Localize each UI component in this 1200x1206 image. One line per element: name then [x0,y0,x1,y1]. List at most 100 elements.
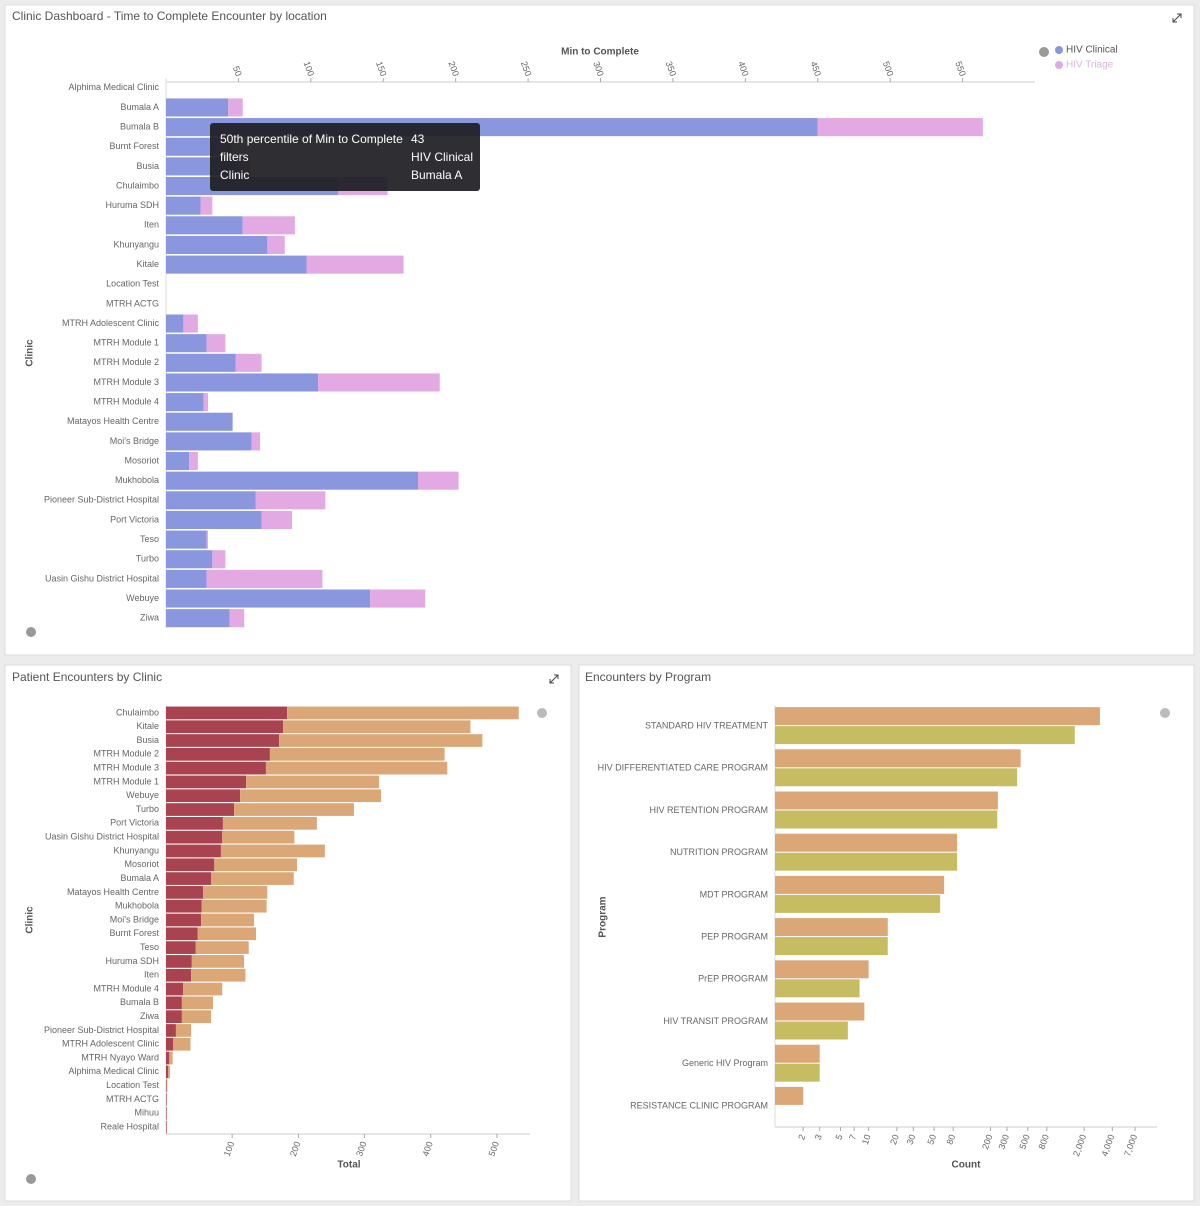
bar [166,830,223,844]
y-axis-title: Clinic [25,339,36,367]
y-tick-label: Burnt Forest [109,141,159,151]
tooltip-text: Clinic [220,168,249,182]
bar [166,353,236,372]
bar [166,720,284,734]
collapse-icon[interactable] [26,1174,36,1184]
bar [775,937,888,956]
bar [166,1120,167,1134]
bar [222,830,295,844]
y-tick-label: PEP PROGRAM [701,931,768,941]
y-tick-label: Busia [136,735,159,745]
y-tick-label: MTRH ACTG [106,1094,159,1104]
expand-icon[interactable] [549,674,559,684]
bar [166,1079,168,1093]
y-tick-label: Ziwa [140,1011,159,1021]
y-tick-label: Iten [144,220,159,230]
bar [189,452,198,471]
y-tick-label: PrEP PROGRAM [698,974,768,984]
bar [166,789,241,803]
x-tick-label: 800 [1036,1133,1051,1151]
tooltip: 50th percentile of Min to Complete 43 fi… [210,123,480,191]
bar [191,955,245,968]
x-tick-label: 300 [997,1133,1012,1151]
legend-toggle[interactable] [537,708,547,718]
y-tick-label: NUTRITION PROGRAM [670,847,768,857]
bar [269,747,445,761]
y-tick-label: Bumala A [120,873,159,883]
bar [166,1051,170,1065]
bar [197,927,257,941]
legend-toggle[interactable] [1039,47,1049,57]
bar [775,791,998,810]
legend-swatch [1055,61,1063,69]
y-tick-label: MTRH Module 4 [93,983,159,993]
bar [166,491,256,510]
bar [166,216,243,235]
bar [166,137,217,156]
x-tick-label: 80 [945,1133,958,1146]
chart-title: Patient Encounters by Clinic [12,670,162,684]
bar [166,432,252,451]
y-tick-label: Location Test [106,279,159,289]
bar [200,196,213,215]
y-tick-label: Generic HIV Program [682,1058,768,1068]
bar [166,373,319,392]
bar [166,817,223,830]
y-tick-label: Pioneer Sub-District Hospital [44,1025,159,1035]
bar [206,334,226,353]
bar [166,734,280,747]
bar [166,1106,167,1120]
legend-toggle[interactable] [1160,708,1170,718]
y-tick-label: Mosoriot [124,455,159,465]
bar [166,1065,168,1079]
bar [203,393,209,412]
chart-title: Encounters by Program [585,670,711,684]
bar [206,569,323,588]
bar [166,996,182,1010]
x-tick-label: 30 [905,1133,918,1146]
bar [775,768,1018,787]
bar [181,1010,212,1023]
y-tick-label: Moi's Bridge [110,436,159,446]
bar [775,894,941,913]
tooltip-text: HIV Clinical [411,150,473,164]
x-tick-label: 350 [664,60,679,78]
y-tick-label: Huruma SDH [105,956,159,966]
y-tick-label: MTRH Module 4 [93,396,159,406]
y-tick-label: MTRH Nyayo Ward [81,1052,159,1062]
collapse-icon[interactable] [26,627,36,637]
bar [173,1037,191,1051]
x-tick-label: 50 [925,1133,938,1146]
bar [775,810,998,829]
x-tick-label: 50 [231,65,244,78]
bar [240,789,382,803]
bar [283,720,471,734]
bar [775,833,958,852]
bar [166,314,184,333]
x-tick-label: 150 [374,60,389,78]
bar [203,886,268,899]
bar [166,803,235,816]
y-tick-label: Mosoriot [124,859,159,869]
y-tick-label: Bumala B [120,997,159,1007]
bar [166,1079,167,1093]
bar [251,432,261,451]
bar [166,471,419,490]
y-tick-label: Port Victoria [110,514,159,524]
expand-icon[interactable] [1172,13,1182,23]
bar [181,996,213,1010]
tooltip-text: Bumala A [411,168,462,182]
bar [775,1044,820,1063]
y-tick-label: Reale Hospital [100,1121,159,1131]
y-tick-label: MDT PROGRAM [700,889,768,899]
bar [265,761,448,775]
y-tick-label: Moi's Bridge [110,914,159,924]
bar [211,872,294,885]
y-axis-title: Clinic [25,906,36,934]
bar [246,775,380,789]
bar [229,609,245,628]
bar [166,761,266,775]
